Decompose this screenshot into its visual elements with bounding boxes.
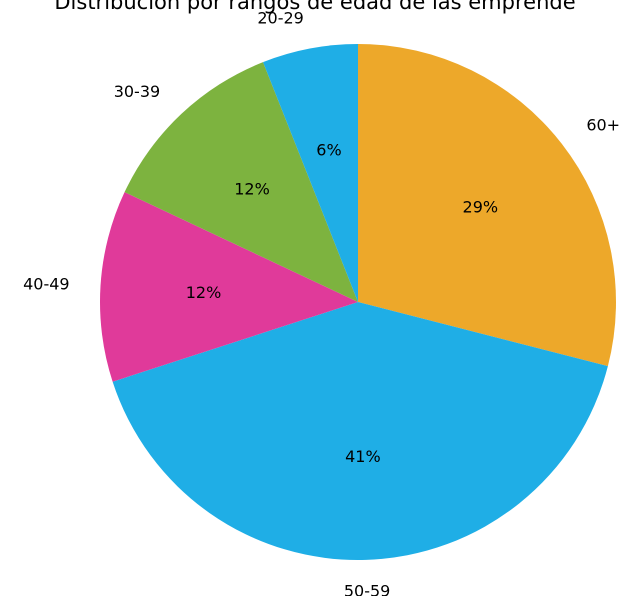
slice-percent-label: 12%: [234, 180, 270, 199]
slice-category-label: 20-29: [257, 9, 304, 28]
slice-category-label: 60+: [586, 115, 620, 134]
chart-title: Distribución por rangos de edad de las e…: [54, 0, 576, 14]
pie-slice-50-59: [112, 302, 608, 560]
slice-category-label: 40-49: [23, 274, 70, 293]
slice-percent-label: 41%: [345, 447, 381, 466]
slice-percent-label: 12%: [186, 283, 222, 302]
slice-category-label: 50-59: [344, 581, 391, 596]
slice-percent-label: 6%: [316, 140, 341, 159]
pie-slice-20-29: [263, 44, 358, 302]
pie-slice-60plus: [358, 44, 616, 367]
slice-category-label: 30-39: [114, 82, 161, 101]
pie-slice-40-49: [99, 192, 359, 382]
pie-slice-30-39: [124, 62, 358, 303]
pie-slices: [99, 44, 616, 560]
pie-labels: 29% 60+ 41% 50-59 12% 40-49 12% 30-39 6% 20-29: [23, 9, 620, 596]
slice-percent-label: 29%: [463, 198, 499, 217]
